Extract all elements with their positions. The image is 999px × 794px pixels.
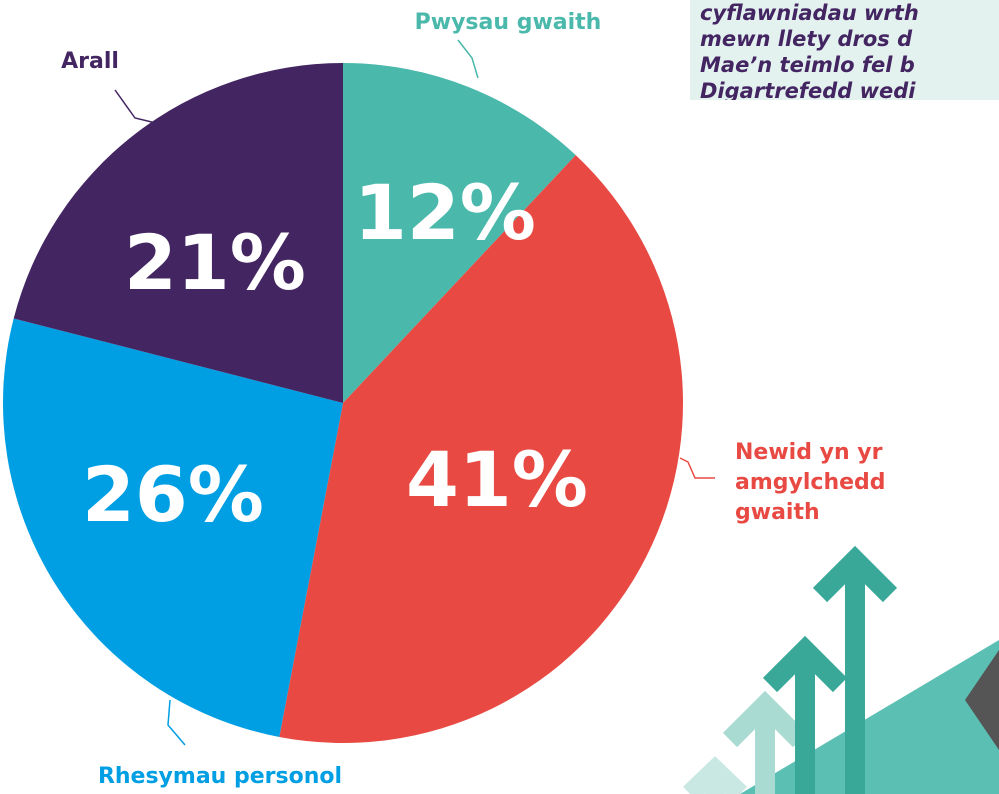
value-label: 26%	[82, 450, 264, 539]
quote-line: cyflawniadau wrth	[700, 1, 919, 25]
decoration	[683, 545, 999, 794]
category-label: Newid yn yr amgylchedd gwaith	[735, 440, 886, 525]
pie-slice	[343, 63, 576, 403]
pie-slice	[2, 318, 344, 737]
pie-slice	[279, 155, 683, 744]
value-label: 12%	[354, 168, 536, 257]
quote-line: mewn llety dros d	[700, 27, 913, 51]
quote-box: cyflawniadau wrth mewn llety dros d Mae’n …	[690, 0, 999, 100]
value-label: 21%	[124, 218, 306, 307]
quote-line: Mae’n teimlo fel b	[700, 53, 915, 77]
category-label: Rhesymau personol	[97, 764, 343, 789]
value-label: 41%	[406, 435, 588, 524]
pie-slice	[13, 63, 343, 403]
quote-line: Digartrefedd wedi	[700, 79, 916, 100]
category-label: Arall	[61, 49, 119, 74]
category-label: Pwysau gwaith	[414, 10, 602, 35]
